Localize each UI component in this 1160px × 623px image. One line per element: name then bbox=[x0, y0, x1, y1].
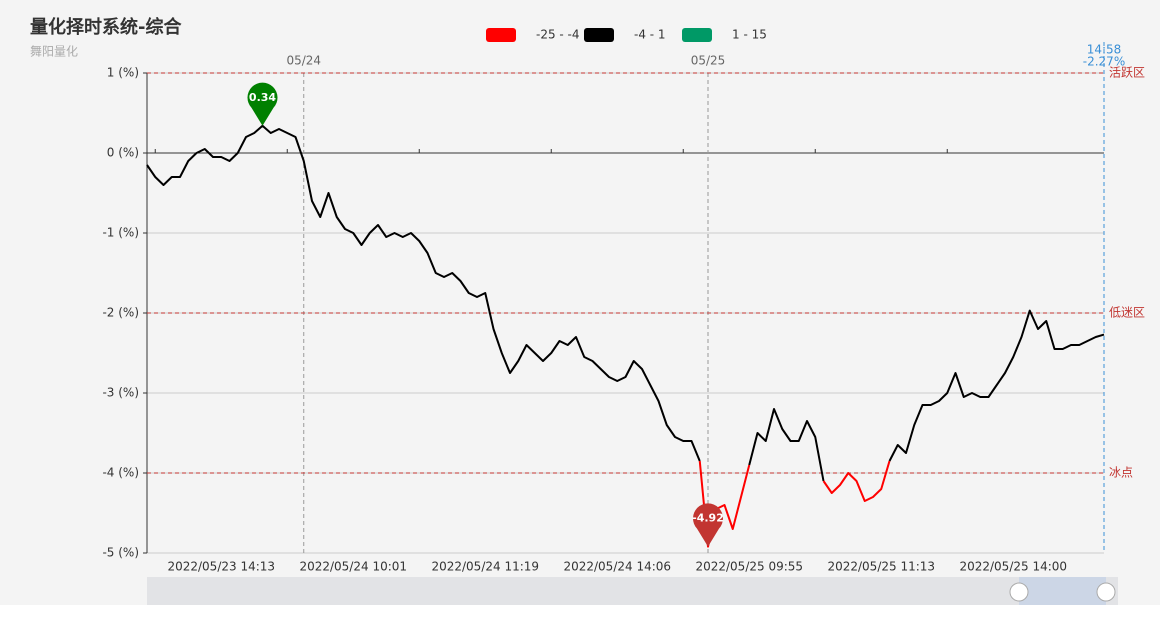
chart-title: 量化择时系统-综合 bbox=[30, 16, 182, 38]
line-segment bbox=[888, 309, 1105, 462]
max-pin bbox=[247, 82, 278, 126]
y-tick-label: -2 (%) bbox=[102, 306, 139, 320]
line-segment bbox=[822, 460, 891, 502]
end-value-label: -2.27% bbox=[1083, 55, 1125, 69]
min-pin-label: -4.92 bbox=[692, 512, 724, 525]
x-tick-label: 2022/05/25 11:13 bbox=[827, 560, 935, 574]
zoom-handle[interactable] bbox=[1096, 582, 1116, 602]
legend-label: -4 - 1 bbox=[634, 28, 666, 42]
legend-label: 1 - 15 bbox=[732, 28, 767, 42]
y-tick-label: 1 (%) bbox=[107, 66, 139, 80]
x-tick-label: 2022/05/24 10:01 bbox=[299, 560, 407, 574]
y-tick-label: -5 (%) bbox=[102, 546, 139, 560]
y-tick-label: -1 (%) bbox=[102, 226, 139, 240]
end-time: 14:58 bbox=[1087, 43, 1122, 57]
min-pin bbox=[693, 503, 723, 547]
x-tick-label: 2022/05/25 09:55 bbox=[695, 560, 803, 574]
chart-subtitle: 舞阳量化 bbox=[30, 45, 78, 59]
x-tick-label: 2022/05/24 11:19 bbox=[431, 560, 539, 574]
x-tick-label: 2022/05/24 14:06 bbox=[563, 560, 671, 574]
mark-line-label: 冰点 bbox=[1109, 466, 1133, 480]
day-label: 05/24 bbox=[286, 54, 321, 68]
mark-line-label: 活跃区 bbox=[1109, 66, 1145, 80]
zoom-handle[interactable] bbox=[1009, 582, 1029, 602]
y-tick-label: 0 (%) bbox=[107, 146, 139, 160]
data-zoom[interactable] bbox=[147, 577, 1118, 605]
zoom-window[interactable] bbox=[1019, 577, 1106, 605]
x-tick-label: 2022/05/25 14:00 bbox=[959, 560, 1067, 574]
background bbox=[0, 0, 1160, 605]
y-tick-label: -4 (%) bbox=[102, 466, 139, 480]
legend-label: -25 - -4 bbox=[536, 28, 580, 42]
line-segment bbox=[146, 124, 701, 462]
x-tick-label: 2022/05/23 14:13 bbox=[167, 560, 275, 574]
legend-swatch bbox=[486, 28, 516, 42]
line-segment bbox=[748, 408, 825, 482]
day-label: 05/25 bbox=[691, 54, 726, 68]
max-pin-label: 0.34 bbox=[249, 91, 276, 104]
legend-swatch bbox=[682, 28, 712, 42]
y-tick-label: -3 (%) bbox=[102, 386, 139, 400]
legend-swatch bbox=[584, 28, 614, 42]
mark-line-label: 低迷区 bbox=[1109, 306, 1145, 320]
zoom-track[interactable] bbox=[147, 577, 1118, 605]
